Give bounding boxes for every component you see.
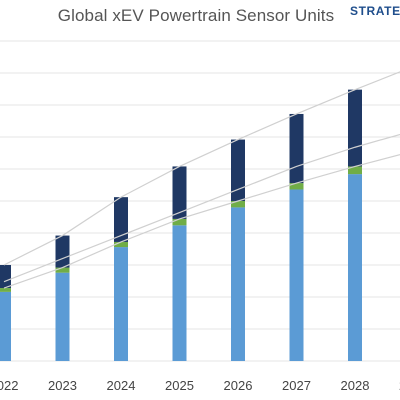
bar-segment — [55, 235, 70, 268]
bar-segment — [55, 267, 70, 273]
brand-logo: STRATEGY ANALYTICS — [350, 4, 400, 18]
x-tick-label: 2022 — [0, 378, 18, 393]
trend-line — [3, 154, 400, 289]
x-tick-label: 2027 — [282, 378, 311, 393]
bar-segment — [172, 218, 187, 226]
trend-line — [3, 71, 400, 266]
bar-segment — [231, 201, 245, 208]
chart-title: Global xEV Powertrain Sensor Units — [57, 6, 335, 25]
bar-segment — [348, 89, 362, 167]
x-tick-label: 2023 — [48, 378, 77, 393]
bar-segment — [172, 225, 187, 361]
bar-segment — [231, 139, 245, 201]
x-tick-label: 2026 — [224, 378, 253, 393]
bar-segment — [289, 113, 304, 184]
bar-segment — [172, 166, 187, 219]
bar-segment — [114, 247, 128, 361]
bar-segment — [348, 174, 362, 361]
trend-line — [3, 133, 400, 283]
bar-segment — [289, 183, 304, 190]
bar-segment — [348, 166, 362, 175]
x-tick-label: 2025 — [165, 378, 194, 393]
x-tick-label: 2028 — [341, 378, 370, 393]
bar-segment — [0, 288, 11, 292]
x-tick-label: 2024 — [107, 378, 136, 393]
bar-segment — [0, 291, 11, 361]
bar-segment — [114, 241, 128, 248]
bar-segment — [55, 272, 70, 361]
bar-segment — [0, 265, 11, 289]
bar-segment — [231, 207, 245, 361]
bar-segment — [114, 197, 128, 242]
bar-segment — [289, 189, 304, 361]
